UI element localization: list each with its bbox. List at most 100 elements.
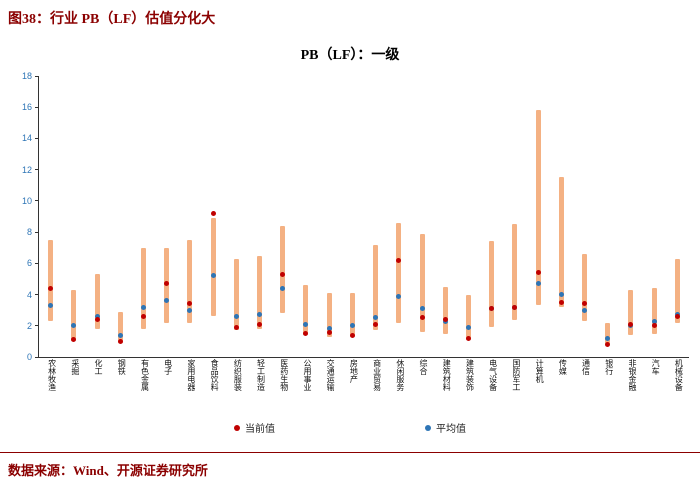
plot-area <box>35 75 689 358</box>
range-bar <box>605 322 611 345</box>
current-dot <box>558 299 564 305</box>
data-source: 数据来源：Wind、开源证券研究所 <box>8 463 208 478</box>
y-tick-mark <box>35 137 39 139</box>
current-dot <box>512 304 518 310</box>
average-value-dot-icon <box>425 424 431 431</box>
range-bar <box>94 274 100 329</box>
current-dot <box>326 329 332 335</box>
current-dot <box>582 301 588 307</box>
average-dot <box>535 281 541 287</box>
average-dot <box>164 298 170 304</box>
current-dot <box>187 301 193 307</box>
range-bar <box>512 224 518 320</box>
x-category-label: 交通运输 <box>326 359 336 391</box>
y-tick-mark <box>35 356 39 358</box>
average-dot <box>373 315 379 321</box>
x-category-label: 通信 <box>581 359 591 375</box>
current-dot <box>48 285 54 291</box>
range-bar <box>558 177 564 308</box>
current-dot <box>442 317 448 323</box>
x-category-label: 采掘 <box>70 359 80 375</box>
x-category-label: 医药生物 <box>279 359 289 391</box>
legend-item-average: 平均值 <box>425 420 466 435</box>
current-value-dot-icon <box>234 424 240 431</box>
range-bar <box>651 288 657 334</box>
current-dot <box>628 321 634 327</box>
y-tick-label: 8 <box>26 227 32 238</box>
average-dot <box>326 326 332 332</box>
average-dot <box>651 318 657 324</box>
y-tick-mark <box>35 231 39 233</box>
average-dot <box>71 323 77 329</box>
current-dot <box>674 313 680 319</box>
current-dot <box>94 317 100 323</box>
current-dot <box>535 270 541 276</box>
range-bar <box>582 253 588 322</box>
x-category-label: 化工 <box>94 359 104 375</box>
current-dot <box>465 335 471 341</box>
y-tick-label: 0 <box>26 352 32 362</box>
average-dot <box>303 321 309 327</box>
x-category-label: 非银金融 <box>627 359 637 391</box>
legend-label-current: 当前值 <box>245 424 275 435</box>
range-bar <box>535 110 541 306</box>
x-category-label: 电气设备 <box>488 359 498 391</box>
current-dot <box>164 281 170 287</box>
y-tick-label: 4 <box>26 289 32 300</box>
current-dot <box>140 313 146 319</box>
x-category-label: 公用事业 <box>302 359 312 391</box>
y-tick-mark <box>35 325 39 327</box>
average-dot <box>558 292 564 298</box>
current-dot <box>257 321 263 327</box>
current-dot <box>373 321 379 327</box>
range-bar <box>71 289 77 342</box>
range-bar <box>187 239 193 323</box>
range-bar <box>396 222 402 323</box>
range-bar <box>442 286 448 334</box>
average-dot <box>48 302 54 308</box>
average-dot <box>94 313 100 319</box>
range-bar <box>465 294 471 340</box>
x-category-label: 汽车 <box>651 359 661 375</box>
x-category-label: 钢铁 <box>117 359 127 375</box>
range-bar <box>117 311 123 343</box>
x-category-label: 建筑装饰 <box>465 359 475 391</box>
average-dot <box>419 306 425 312</box>
x-category-label: 房地产 <box>349 359 359 383</box>
x-category-label: 农林牧渔 <box>47 359 57 391</box>
y-tick-label: 2 <box>26 320 32 331</box>
y-axis: 0 2 4 6 8 10 12 14 16 18 <box>0 71 34 362</box>
current-dot <box>71 337 77 343</box>
range-bar <box>326 292 332 337</box>
average-dot <box>349 323 355 329</box>
x-category-label: 银行 <box>604 359 614 375</box>
x-category-label: 机械设备 <box>674 359 684 391</box>
range-bar <box>233 258 239 331</box>
y-tick-mark <box>35 294 39 296</box>
average-dot <box>582 307 588 313</box>
current-dot <box>280 271 286 277</box>
current-dot <box>233 324 239 330</box>
footer-divider <box>0 452 700 453</box>
x-category-label: 休闲服务 <box>395 359 405 391</box>
average-dot <box>117 332 123 338</box>
average-dot <box>140 304 146 310</box>
range-bar <box>303 285 309 336</box>
chart-title: PB（LF）：一级 <box>300 48 400 63</box>
legend: 当前值 平均值 <box>0 420 700 435</box>
x-axis-labels: 农林牧渔 采掘 化工 钢铁 有色金属 电子 家用电器 食品饮料 纺织服装 轻工制造 医药生物 公用事业… <box>38 359 688 421</box>
current-dot <box>419 315 425 321</box>
x-category-label: 有色金属 <box>140 359 150 391</box>
range-bar <box>489 241 495 328</box>
legend-item-current: 当前值 <box>234 420 275 435</box>
x-category-label: 轻工制造 <box>256 359 266 391</box>
x-category-label: 家用电器 <box>186 359 196 391</box>
current-dot <box>303 331 309 337</box>
y-tick-label: 10 <box>21 195 32 206</box>
x-category-label: 商业贸易 <box>372 359 382 391</box>
figure-caption: 图38：行业 PB（LF）估值分化大 <box>8 12 216 27</box>
current-dot <box>349 332 355 338</box>
x-category-label: 建筑材料 <box>442 359 452 391</box>
y-tick-mark <box>35 200 39 202</box>
